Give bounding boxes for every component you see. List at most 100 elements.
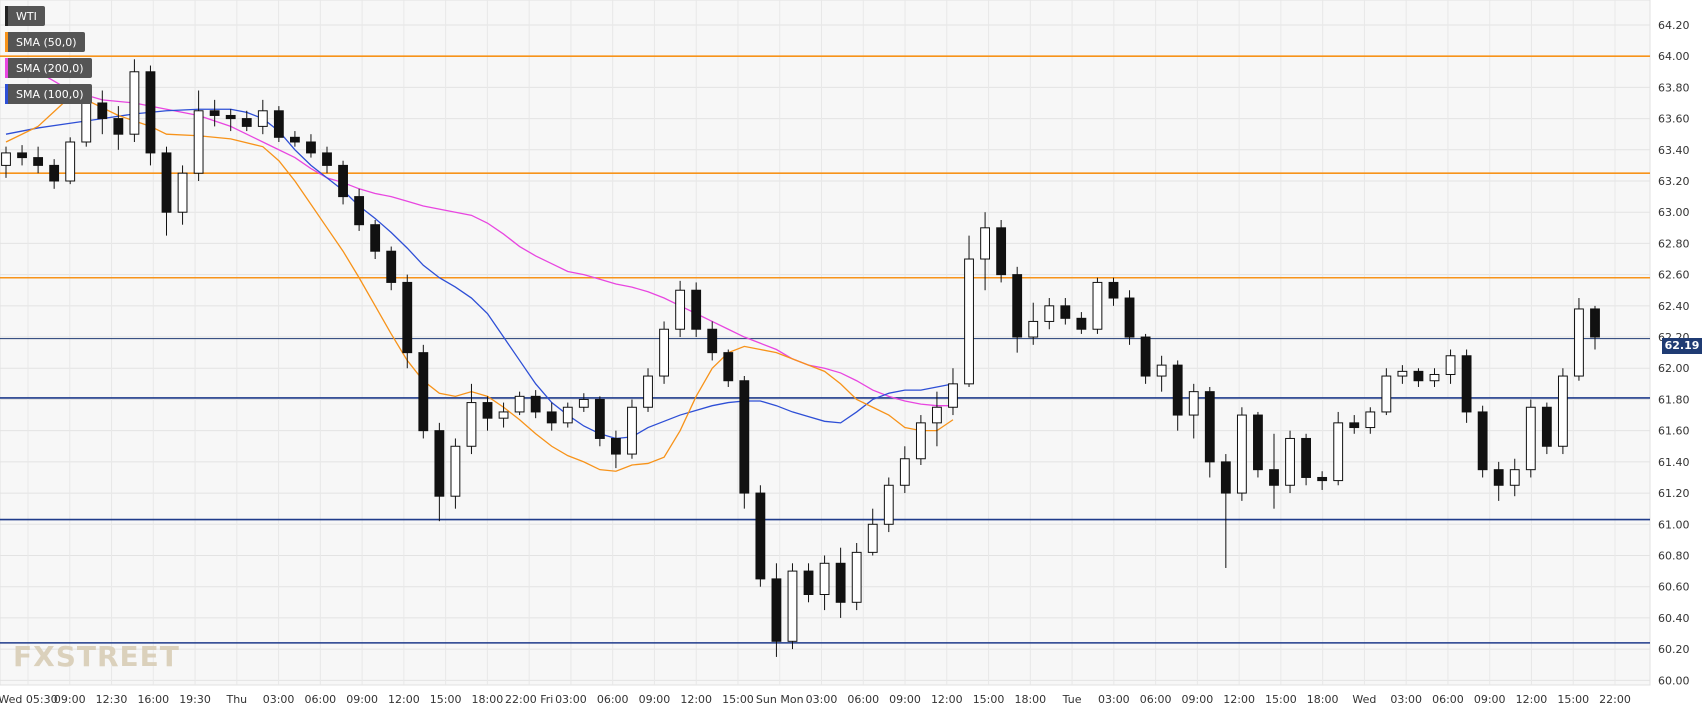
x-tick-label: 06:00 <box>304 693 336 706</box>
x-tick-label: 09:00 <box>1474 693 1506 706</box>
candle-body <box>771 578 782 642</box>
candle-body <box>1269 469 1279 486</box>
moving-averages <box>5 61 954 472</box>
candle-body <box>1381 375 1392 413</box>
y-tick-label: 60.40 <box>1658 612 1690 625</box>
candle-body <box>17 152 27 159</box>
horizontal-levels <box>0 55 1650 644</box>
candle-body <box>1301 437 1312 478</box>
x-tick-label: 09:00 <box>54 693 86 706</box>
candle-body <box>1333 422 1344 482</box>
candle-body <box>643 375 653 408</box>
candle-body <box>450 445 461 497</box>
y-axis: 60.00 60.20 60.40 60.60 60.80 61.00 61.20 61.40… <box>1658 19 1690 687</box>
candle-body <box>1012 274 1023 338</box>
x-tick-label: 15:00 <box>1557 693 1589 706</box>
candle-body <box>707 328 718 354</box>
candle-body <box>1028 320 1039 338</box>
candle-body <box>257 110 268 127</box>
candle-body <box>33 157 44 166</box>
x-tick-label: 12:00 <box>931 693 963 706</box>
candle-body <box>1076 317 1087 330</box>
candle-body <box>241 118 252 127</box>
y-tick-label: 64.00 <box>1658 50 1690 63</box>
y-tick-label: 62.80 <box>1658 237 1690 250</box>
y-tick-label: 62.00 <box>1658 362 1690 375</box>
candle-body <box>49 164 60 182</box>
y-tick-label: 60.00 <box>1658 674 1690 687</box>
candle-body <box>739 380 750 494</box>
y-tick-label: 60.20 <box>1658 643 1690 656</box>
candle-body <box>354 196 365 226</box>
y-tick-label: 63.00 <box>1658 206 1690 219</box>
candle-body <box>1349 422 1360 429</box>
candle-body <box>611 437 621 455</box>
candle-body <box>530 395 541 413</box>
x-tick-label: 06:00 <box>1140 693 1172 706</box>
x-tick-label: 03:00 <box>555 693 587 706</box>
x-tick-label: Tue <box>1062 693 1082 706</box>
candle-body <box>177 172 188 213</box>
x-tick-label: 18:00 <box>1307 693 1339 706</box>
candle-body <box>273 110 284 138</box>
candle-body <box>498 411 509 419</box>
candle-body <box>675 289 686 330</box>
y-tick-label: 61.60 <box>1658 425 1690 438</box>
x-tick-label: 03:00 <box>1390 693 1422 706</box>
y-tick-label: 61.80 <box>1658 393 1690 406</box>
candle-body <box>370 224 381 252</box>
x-tick-label: 06:00 <box>597 693 629 706</box>
y-tick-label: 63.60 <box>1658 113 1690 126</box>
legend: WTI SMA (50,0) SMA (200,0) SMA (100,0) <box>5 6 92 110</box>
candle-body <box>129 71 140 135</box>
legend-swatch-wti <box>5 6 8 26</box>
candle-body <box>867 523 878 553</box>
candle-body <box>578 398 589 408</box>
candle-body <box>1590 308 1600 338</box>
candle-body <box>1413 370 1424 382</box>
candle-body <box>482 402 493 419</box>
x-tick-label: 15:00 <box>722 693 754 706</box>
sma-100-line <box>5 108 954 440</box>
candle-body <box>787 570 798 642</box>
legend-item-sma100: SMA (100,0) <box>5 84 92 104</box>
x-tick-label: Thu <box>225 693 247 706</box>
x-tick-label: 15:00 <box>973 693 1005 706</box>
legend-label-sma200: SMA (200,0) <box>16 61 84 75</box>
candle-body <box>1429 373 1440 382</box>
candle-body <box>1044 305 1055 322</box>
candle-body <box>289 136 300 143</box>
x-tick-label: 12:00 <box>1516 693 1548 706</box>
candle-body <box>755 492 766 580</box>
candle-body <box>803 570 814 595</box>
candle-body <box>1092 281 1103 330</box>
candle-body <box>851 551 862 603</box>
candle-body <box>835 562 846 603</box>
candle-body <box>322 152 332 166</box>
candle-body <box>1124 297 1135 338</box>
candle-body <box>1509 469 1520 486</box>
legend-item-sma200: SMA (200,0) <box>5 58 92 78</box>
x-tick-label: 22:00 <box>1599 693 1631 706</box>
x-tick-label: 09:00 <box>889 693 921 706</box>
x-tick-label: 19:30 <box>179 693 211 706</box>
candle-body <box>1253 414 1263 471</box>
candle-body <box>562 406 573 424</box>
x-tick-label: 16:00 <box>137 693 169 706</box>
candle-body <box>1477 411 1488 471</box>
candle-body <box>514 395 525 413</box>
candlesticks <box>1 59 1600 657</box>
candle-body <box>386 250 397 283</box>
legend-item-wti: WTI <box>5 6 45 26</box>
candle-body <box>915 422 926 460</box>
y-tick-label: 60.80 <box>1658 549 1690 562</box>
x-tick-label: 18:00 <box>1014 693 1046 706</box>
candle-body <box>980 227 990 260</box>
y-tick-label: 64.20 <box>1658 19 1690 32</box>
x-tick-label: 12:00 <box>388 693 420 706</box>
candle-body <box>1317 476 1328 482</box>
y-tick-label: 61.00 <box>1658 518 1690 531</box>
x-tick-label: 12:00 <box>680 693 712 706</box>
x-tick-label: 18:00 <box>472 693 504 706</box>
